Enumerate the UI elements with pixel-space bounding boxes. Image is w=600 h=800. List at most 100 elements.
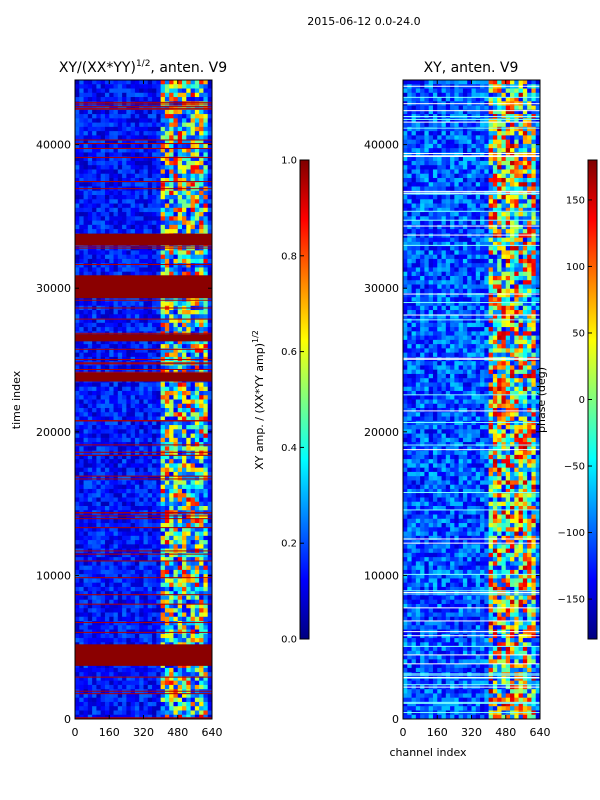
heatmap-cell <box>134 224 140 230</box>
heatmap-cell <box>117 595 123 601</box>
heatmap-cell <box>104 540 110 545</box>
heatmap-cell <box>160 420 166 426</box>
heatmap-cell <box>83 386 89 392</box>
heatmap-cell <box>173 182 179 187</box>
heatmap-cell <box>75 88 80 94</box>
heatmap-cell <box>113 92 119 98</box>
heatmap-cell <box>79 169 84 175</box>
heatmap-stripe <box>75 518 212 520</box>
heatmap-cell <box>156 212 162 217</box>
heatmap-cell <box>126 195 132 200</box>
heatmap-cell <box>126 621 132 626</box>
heatmap-cell <box>117 92 123 98</box>
heatmap-cell <box>139 344 144 349</box>
heatmap-cell <box>134 493 140 498</box>
heatmap-cell <box>122 629 127 635</box>
heatmap-cell <box>203 97 209 102</box>
heatmap-cell <box>203 540 209 545</box>
heatmap-cell <box>182 88 187 94</box>
heatmap-cell <box>79 506 84 511</box>
heatmap-cell <box>122 207 127 213</box>
heatmap-cell <box>169 706 174 711</box>
heatmap-cell <box>199 629 204 635</box>
heatmap-cell <box>109 220 114 226</box>
heatmap-cell <box>96 591 102 596</box>
heatmap-cell <box>104 565 110 571</box>
heatmap-cell <box>182 212 187 217</box>
heatmap-cell <box>113 603 119 609</box>
heatmap-cell <box>164 229 170 234</box>
heatmap-cell <box>182 667 187 673</box>
heatmap-cell <box>79 190 84 196</box>
heatmap-cell <box>134 565 140 571</box>
heatmap-cell <box>134 599 140 605</box>
heatmap-cell <box>194 561 200 567</box>
heatmap-cell <box>186 339 191 345</box>
heatmap-cell <box>152 169 157 175</box>
heatmap-cell <box>190 416 196 422</box>
heatmap-cell <box>169 433 174 439</box>
heatmap-cell <box>122 88 127 94</box>
heatmap-cell <box>139 518 144 524</box>
heatmap-cell <box>113 263 119 268</box>
heatmap-cell <box>186 344 191 349</box>
heatmap-cell <box>160 667 166 673</box>
heatmap-cell <box>147 429 153 434</box>
heatmap-cell <box>96 714 102 719</box>
heatmap-cell <box>134 84 140 89</box>
heatmap-cell <box>130 514 136 520</box>
heatmap-cell <box>113 173 119 179</box>
heatmap-cell <box>87 301 93 307</box>
heatmap-cell <box>182 84 187 89</box>
heatmap-cell <box>113 518 119 524</box>
heatmap-cell <box>173 663 179 669</box>
heatmap-cell <box>169 80 174 85</box>
heatmap-cell <box>100 557 106 562</box>
heatmap-cell <box>126 224 132 230</box>
heatmap-cell <box>199 544 204 549</box>
heatmap-cell <box>139 467 144 473</box>
heatmap-cell <box>83 263 89 268</box>
heatmap-cell <box>79 518 84 524</box>
heatmap-cell <box>87 552 93 558</box>
heatmap-cell <box>169 382 174 388</box>
heatmap-cell <box>177 621 183 626</box>
heatmap-cell <box>147 267 153 273</box>
heatmap-cell <box>109 599 114 605</box>
heatmap-cell <box>199 365 204 371</box>
heatmap-cell <box>134 621 140 626</box>
heatmap-cell <box>147 386 153 392</box>
heatmap-cell <box>134 663 140 669</box>
heatmap-cell <box>177 416 183 422</box>
heatmap-cell <box>160 386 166 392</box>
heatmap-stripe <box>75 318 212 320</box>
heatmap-cell <box>194 693 200 699</box>
heatmap-cell <box>169 697 174 703</box>
heatmap-cell <box>164 531 170 537</box>
heatmap-cell <box>164 676 170 682</box>
heatmap-cell <box>207 88 212 94</box>
heatmap-cell <box>117 561 123 567</box>
heatmap-cell <box>177 399 183 405</box>
heatmap-cell <box>143 412 149 417</box>
heatmap-cell <box>113 446 119 452</box>
heatmap-cell <box>139 327 144 332</box>
heatmap-cell <box>152 459 157 464</box>
heatmap-cell <box>173 92 179 98</box>
heatmap-cell <box>109 165 114 170</box>
heatmap-cell <box>152 680 157 686</box>
heatmap-cell <box>96 578 102 584</box>
heatmap-cell <box>134 706 140 711</box>
heatmap-cell <box>92 463 97 469</box>
heatmap-cell <box>104 467 110 473</box>
heatmap-cell <box>104 493 110 498</box>
heatmap-cell <box>190 471 196 477</box>
heatmap-cell <box>203 552 209 558</box>
heatmap-cell <box>126 535 132 541</box>
heatmap-cell <box>194 199 200 204</box>
heatmap-cell <box>156 680 162 686</box>
heatmap-cell <box>113 420 119 426</box>
heatmap-cell <box>130 697 136 703</box>
heatmap-cell <box>156 582 162 588</box>
